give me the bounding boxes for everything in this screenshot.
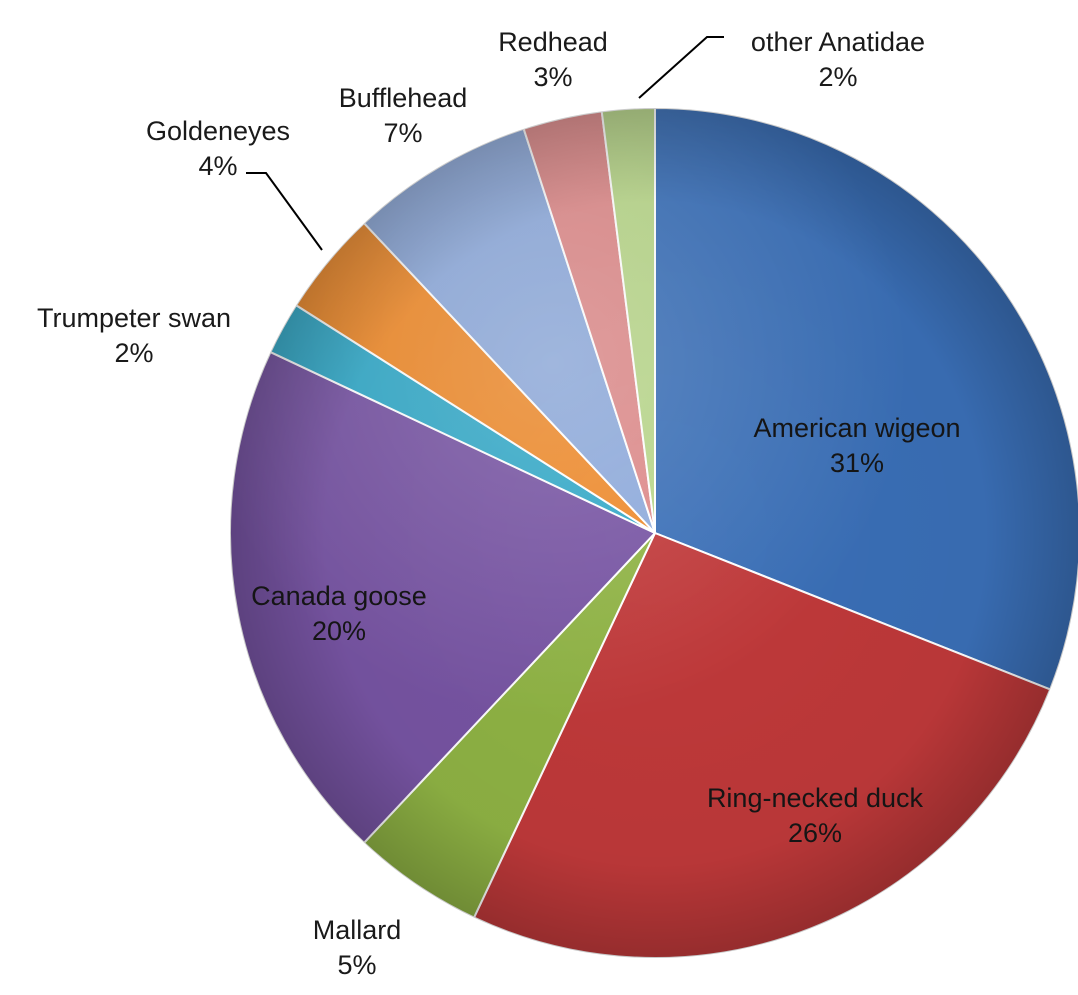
leader-line-goldeneyes — [246, 172, 323, 251]
data-label-mallard: Mallard 5% — [313, 915, 402, 980]
label-percent-other-anatidae: 2% — [818, 62, 857, 92]
pie-shading — [230, 108, 1078, 958]
label-percent-trumpeter-swan: 2% — [114, 338, 153, 368]
data-label-goldeneyes: Goldeneyes 4% — [146, 116, 290, 181]
data-label-other-anatidae: other Anatidae 2% — [751, 27, 925, 92]
data-label-american-wigeon: American wigeon 31% — [753, 413, 960, 478]
label-name-american-wigeon: American wigeon — [753, 413, 960, 443]
data-label-bufflehead: Bufflehead 7% — [339, 83, 468, 148]
label-name-bufflehead: Bufflehead — [339, 83, 468, 113]
data-label-trumpeter-swan: Trumpeter swan 2% — [37, 303, 231, 368]
label-percent-redhead: 3% — [533, 62, 572, 92]
label-name-redhead: Redhead — [498, 27, 608, 57]
label-percent-canada-goose: 20% — [312, 616, 366, 646]
label-percent-goldeneyes: 4% — [198, 151, 237, 181]
data-label-ring-necked-duck: Ring-necked duck 26% — [707, 783, 924, 848]
pie-labels: American wigeon 31% Ring-necked duck 26% Mal… — [37, 27, 961, 980]
data-label-canada-goose: Canada goose 20% — [251, 581, 427, 646]
label-name-trumpeter-swan: Trumpeter swan — [37, 303, 231, 333]
label-name-goldeneyes: Goldeneyes — [146, 116, 290, 146]
pie-highlight — [230, 108, 1078, 958]
label-percent-bufflehead: 7% — [383, 118, 422, 148]
leader-line-other-anatidae — [638, 36, 724, 99]
label-name-ring-necked-duck: Ring-necked duck — [707, 783, 924, 813]
label-name-mallard: Mallard — [313, 915, 402, 945]
label-name-canada-goose: Canada goose — [251, 581, 427, 611]
label-percent-american-wigeon: 31% — [830, 448, 884, 478]
label-percent-mallard: 5% — [337, 950, 376, 980]
pie-leader-lines — [246, 36, 724, 251]
label-name-other-anatidae: other Anatidae — [751, 27, 925, 57]
label-percent-ring-necked-duck: 26% — [788, 818, 842, 848]
data-label-redhead: Redhead 3% — [498, 27, 608, 92]
